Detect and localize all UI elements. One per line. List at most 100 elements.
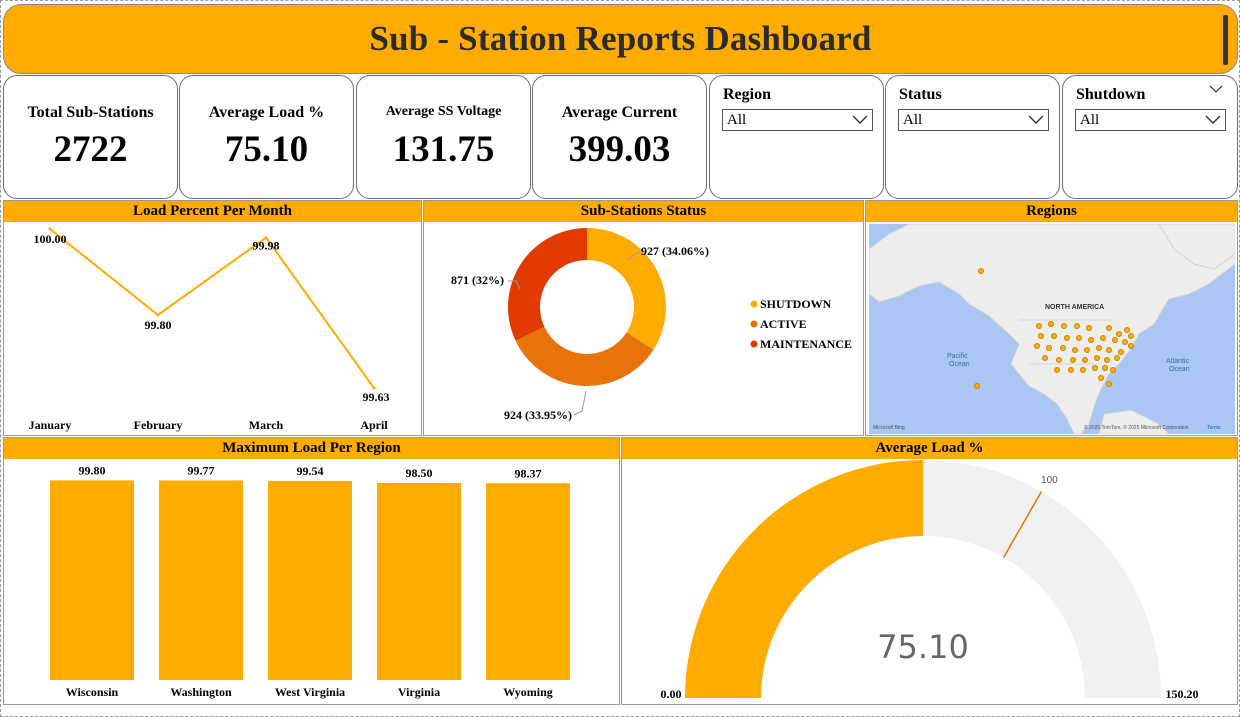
slicer-label: Region: [723, 86, 771, 103]
map-point: [1095, 345, 1102, 352]
region-slicer: Region All: [709, 75, 884, 199]
panel-title: Sub-Stations Status: [424, 201, 863, 222]
map-point: [1047, 321, 1054, 328]
line-chart: 100.00 January 99.80 February 99.98 March 99.6…: [29, 227, 390, 432]
map-terms-link: Terms: [1207, 425, 1221, 431]
x-tick-label: Washington: [170, 685, 232, 699]
map-point: [1109, 366, 1116, 373]
map-point: [1113, 354, 1120, 361]
dropdown-value: All: [727, 112, 747, 128]
line-point-january: [48, 227, 52, 231]
map-point: [1127, 333, 1134, 340]
map-point: [1067, 366, 1074, 373]
map-point: [1123, 327, 1130, 334]
map-canvas: NORTH AMERICA Pacific Ocean Atlantic Oce…: [869, 224, 1235, 434]
map-point: [1073, 323, 1080, 330]
map-point: [1063, 335, 1070, 342]
donut-slice-maintenance: [508, 228, 587, 341]
bar-chart-panel: Maximum Load Per Region 99.80 Wisconsin 99…: [3, 437, 620, 705]
legend-marker-shutdown: [750, 300, 758, 308]
map-point: [1045, 345, 1052, 352]
bar-data-label: 98.37: [515, 466, 542, 480]
gauge-max-label: 150.20: [1166, 687, 1199, 701]
map-point: [1105, 325, 1112, 332]
line-data-label: 100.00: [34, 232, 67, 246]
collapse-chevron-icon[interactable]: [1209, 84, 1223, 94]
x-tick-label: West Virginia: [275, 685, 345, 699]
donut-data-label: 927 (34.06%): [641, 244, 709, 258]
scroll-handle[interactable]: [1223, 15, 1228, 65]
map-point: [1035, 323, 1042, 330]
slicer-label: Status: [899, 86, 942, 103]
x-tick-label: Virginia: [398, 685, 440, 699]
map-point: [1055, 356, 1062, 363]
bar-data-label: 99.54: [297, 464, 324, 478]
map-point: [1079, 366, 1086, 373]
gauge-fill: [685, 460, 923, 698]
map-point: [1121, 339, 1128, 346]
leader-line: [573, 390, 587, 416]
map-point: [1053, 366, 1060, 373]
line-series-load-percent: [49, 228, 375, 389]
map-point: [1087, 337, 1094, 344]
page-title: Sub - Station Reports Dashboard: [369, 19, 872, 58]
panel-title: Average Load %: [622, 438, 1237, 459]
kpi-label: Total Sub-Stations: [27, 104, 154, 121]
bar-data-label: 98.50: [406, 466, 433, 480]
legend-entry-maintenance: MAINTENANCE: [760, 337, 852, 351]
bar-west-virginia: [268, 480, 352, 680]
map-point: [1069, 356, 1076, 363]
map-point: [1033, 343, 1040, 350]
legend-marker-active: [750, 320, 758, 328]
donut-chart: 927 (34.06%) 924 (33.95%) 871 (32%) SHUTDOW…: [451, 228, 852, 422]
kpi-label: Average Load %: [208, 104, 325, 121]
map-point: [974, 382, 981, 389]
map-point: [1041, 354, 1048, 361]
map-point: [1091, 364, 1098, 371]
line-chart-panel: Load Percent Per Month 100.00 January 99.8…: [3, 200, 422, 436]
map-point: [1075, 335, 1082, 342]
kpi-card-total-substations: Total Sub-Stations 2722: [3, 75, 178, 199]
greenland-landmass: [1158, 224, 1235, 270]
chevron-down-icon: [1028, 115, 1044, 124]
regions-map[interactable]: NORTH AMERICA Pacific Ocean Atlantic Oce…: [869, 224, 1235, 434]
gauge-value-label: 75.10: [877, 628, 969, 666]
bar-washington: [159, 480, 243, 680]
map-label-atlantic-ocean: Ocean: [1169, 366, 1190, 373]
donut-chart-panel: Sub-Stations Status 927 (34.06%) 924 (33.…: [423, 200, 864, 436]
panel-title: Regions: [866, 201, 1237, 222]
line-data-label: 99.80: [145, 318, 172, 332]
map-label-atlantic: Atlantic: [1166, 358, 1189, 365]
kpi-card-average-voltage: Average SS Voltage 131.75: [356, 75, 531, 199]
kpi-card-average-current: Average Current 399.03: [532, 75, 707, 199]
bar-data-label: 99.77: [188, 463, 215, 477]
panel-title: Load Percent Per Month: [4, 201, 421, 222]
region-dropdown[interactable]: All: [722, 109, 873, 131]
leader-line: [508, 280, 521, 290]
x-tick-label: January: [29, 418, 72, 432]
map-point: [1103, 356, 1110, 363]
donut-slice-active: [515, 327, 654, 386]
shutdown-slicer: Shutdown All: [1062, 75, 1238, 199]
line-point-march: [264, 236, 268, 240]
shutdown-dropdown[interactable]: All: [1075, 109, 1226, 131]
map-point: [1037, 333, 1044, 340]
x-tick-label: Wyoming: [503, 685, 553, 699]
kpi-card-average-load: Average Load % 75.10: [179, 75, 354, 199]
map-point: [1081, 356, 1088, 363]
map-attribution: © 2025 TomTom, © 2025 Microsoft Corporat…: [1084, 424, 1189, 431]
kpi-label: Average Current: [561, 104, 678, 121]
map-point: [1060, 323, 1067, 330]
kpi-value: 131.75: [392, 129, 495, 170]
x-tick-label: February: [134, 418, 183, 432]
map-point: [1059, 345, 1066, 352]
line-data-label: 99.98: [253, 239, 280, 253]
gauge-chart: 100 75.10 0.00 150.20: [661, 460, 1199, 701]
map-point: [1093, 354, 1100, 361]
donut-slice-shutdown: [587, 228, 666, 350]
map-point: [1117, 349, 1124, 356]
slicer-label: Shutdown: [1076, 86, 1146, 103]
map-point: [1111, 337, 1118, 344]
kpi-value: 2722: [53, 129, 128, 170]
status-dropdown[interactable]: All: [898, 109, 1049, 131]
